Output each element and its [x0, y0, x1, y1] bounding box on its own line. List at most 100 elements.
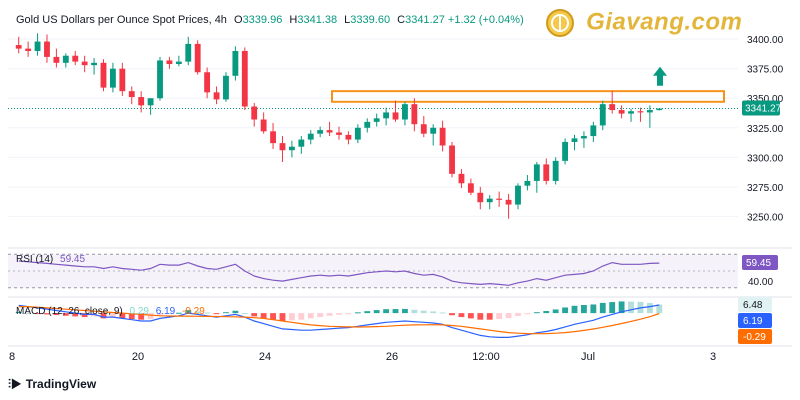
candle-body [618, 110, 625, 114]
macd-histogram-bar [336, 313, 342, 315]
candle-body [467, 183, 474, 193]
candle-body [486, 198, 493, 203]
candle-body [646, 110, 653, 113]
macd-label: MACD (12, 26, close, 9) 0.29 6.19 -0.29 [16, 306, 205, 317]
candle-body [147, 98, 154, 106]
macd-histogram-bar [515, 313, 521, 317]
symbol-title: Gold US Dollars per Ounce Spot Prices, 4… [16, 14, 227, 26]
macd-histogram-bar [599, 302, 606, 314]
macd-histogram-bar [270, 313, 276, 320]
candle-body [307, 133, 314, 140]
candle-body [185, 43, 192, 62]
macd-histogram-bar [166, 313, 173, 315]
macd-signal-value: -0.29 [182, 306, 205, 317]
macd-histogram-bar [100, 313, 107, 319]
candle-body [241, 50, 248, 107]
macd-histogram-bar [279, 313, 286, 321]
macd-histogram-bar [326, 313, 333, 316]
macd-histogram-bar [590, 304, 597, 314]
candle-body [81, 61, 88, 66]
coin-icon [546, 9, 574, 37]
macd-histogram-bar [194, 311, 201, 314]
macd-histogram-bar [373, 310, 380, 314]
candle-body [637, 111, 644, 113]
high-label: H [289, 14, 298, 26]
candle-body [270, 131, 276, 144]
chart-header: Gold US Dollars per Ounce Spot Prices, 4… [16, 14, 524, 26]
x-tick-label: 3 [710, 351, 716, 363]
price-tick-label: 3325.00 [747, 124, 784, 135]
macd-histogram-bar [288, 313, 295, 321]
tradingview-icon: ⫶▶ [8, 377, 22, 391]
candle-body [392, 112, 399, 120]
macd-histogram-bar [628, 301, 634, 314]
rsi-value-badge [742, 255, 778, 271]
candle-body [336, 132, 342, 135]
candle-body [298, 139, 305, 147]
macd-histogram-bar [147, 313, 154, 320]
candle-body [72, 55, 79, 62]
macd-histogram-bar [496, 313, 503, 320]
macd-histogram-bar [109, 313, 116, 318]
macd-axis-mid-badge [738, 313, 772, 328]
tradingview-logo[interactable]: ⫶▶ TradingView [8, 377, 96, 392]
candle-body [411, 104, 418, 125]
candle-body [533, 164, 540, 181]
open-value: 3339.96 [242, 14, 283, 26]
macd-histogram-bar [505, 313, 512, 318]
macd-histogram-bar [656, 304, 663, 314]
macd-axis-bottom-text: -0.29 [743, 332, 766, 343]
macd-histogram-bar [44, 313, 50, 315]
macd-histogram-bar [477, 313, 484, 320]
macd-histogram-bar [223, 312, 229, 314]
candle-body [420, 124, 427, 134]
x-tick-label: 8 [9, 351, 15, 363]
macd-histogram-bar [25, 313, 32, 315]
price-tick-label: 3400.00 [747, 35, 784, 46]
price-tick-label: 3275.00 [747, 183, 784, 194]
macd-histogram-bar [364, 311, 371, 314]
candle-body [524, 180, 531, 186]
macd-histogram-bar [467, 313, 474, 319]
candle-body [213, 92, 220, 100]
x-tick-label: 12:00 [472, 351, 500, 363]
macd-histogram-bar [646, 303, 653, 314]
last-price-badge [742, 100, 780, 116]
candle-body [590, 125, 597, 137]
candle-body [364, 121, 371, 128]
macd-histogram-bar [204, 312, 211, 314]
macd-histogram-bar [241, 313, 248, 315]
macd-line-value: 6.19 [155, 306, 176, 317]
macd-histogram-bar [138, 313, 145, 320]
macd-histogram-bar [185, 310, 192, 314]
macd-histogram-bar [62, 313, 69, 316]
macd-histogram-bar [345, 313, 352, 315]
candle-body [119, 68, 126, 92]
macd-axis-mid-text: 6.19 [743, 316, 763, 327]
macd-histogram-bar [430, 311, 437, 314]
price-tick-label: 3375.00 [747, 65, 784, 76]
x-tick-label: 26 [386, 351, 398, 363]
price-tick-label: 3250.00 [747, 212, 784, 223]
candle-body [138, 97, 145, 106]
candle-body [128, 91, 135, 98]
candle-body [204, 72, 211, 93]
macd-axis-bottom-badge [738, 329, 772, 344]
rsi-line [18, 260, 660, 286]
macd-histogram-bar [533, 312, 540, 314]
last-price-value: 3341.27 [745, 104, 782, 115]
candle-body [15, 45, 22, 49]
high-value: 3341.38 [297, 14, 338, 26]
candle-body [562, 141, 569, 161]
macd-histogram-bar [458, 313, 465, 318]
candle-body [53, 56, 60, 63]
macd-histogram-bar [402, 308, 408, 314]
candle-body [552, 160, 559, 181]
candle-body [232, 50, 239, 76]
candle-body [175, 61, 182, 64]
candle-body [656, 108, 663, 111]
macd-histogram-bar [354, 312, 361, 314]
macd-histogram-bar [213, 313, 220, 315]
open-label: O [234, 14, 243, 26]
